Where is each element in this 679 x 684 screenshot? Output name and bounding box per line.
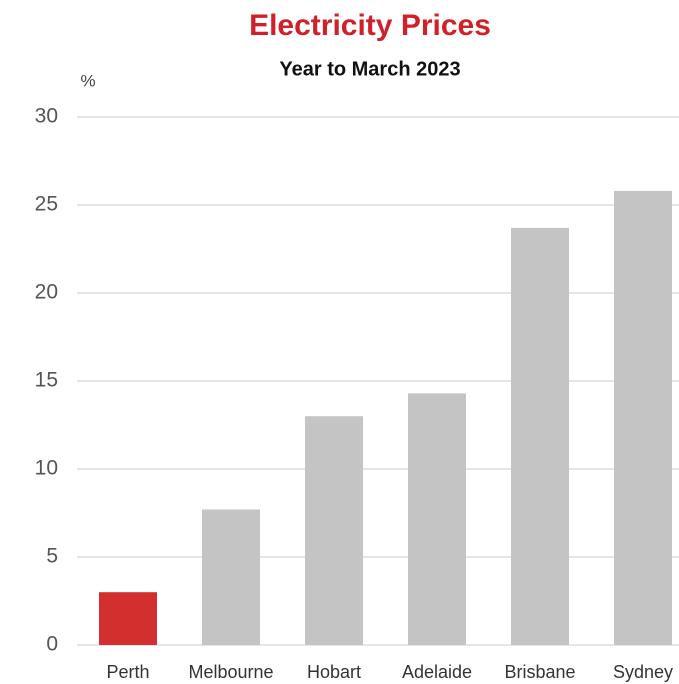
y-tick-label: 10 xyxy=(35,457,58,480)
y-tick-label: 30 xyxy=(35,105,58,128)
y-tick-label: 25 xyxy=(35,193,58,216)
y-tick-label: 20 xyxy=(35,281,58,304)
bar xyxy=(202,509,260,645)
chart-subtitle: Year to March 2023 xyxy=(279,58,460,80)
bar xyxy=(511,227,569,645)
x-tick-label: Perth xyxy=(106,662,149,682)
bar xyxy=(305,416,363,645)
y-tick-label: 15 xyxy=(35,369,58,392)
bar xyxy=(99,592,157,645)
y-axis-label: % xyxy=(80,71,95,90)
bar xyxy=(408,393,466,645)
chart-title: Electricity Prices xyxy=(249,9,491,42)
x-tick-label: Melbourne xyxy=(188,662,273,682)
y-tick-label: 0 xyxy=(46,633,58,656)
x-tick-label: Brisbane xyxy=(504,662,575,682)
x-tick-label: Adelaide xyxy=(402,662,472,682)
x-tick-label: Sydney xyxy=(613,662,673,682)
x-tick-label: Hobart xyxy=(307,662,361,682)
y-tick-label: 5 xyxy=(46,545,58,568)
bar xyxy=(614,190,672,646)
